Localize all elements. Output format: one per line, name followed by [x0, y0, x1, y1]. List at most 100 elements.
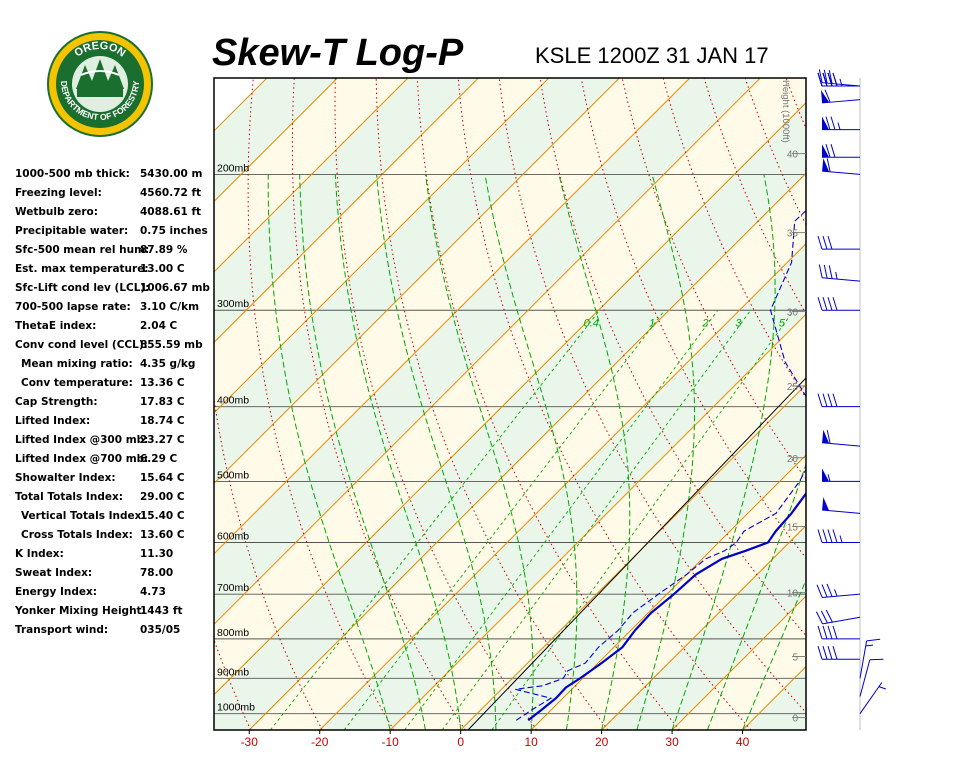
wind-barb-shaft — [822, 277, 861, 282]
wind-barb-full — [832, 625, 838, 640]
mixing-ratio-line — [270, 309, 601, 730]
index-label: Conv cond level (CCL): — [15, 339, 148, 351]
index-label: Conv temperature: — [21, 377, 133, 389]
x-tick-label: -20 — [311, 735, 329, 749]
wind-barb-full — [827, 625, 833, 640]
moist-adiabat — [299, 174, 426, 730]
index-value: 13.36 C — [140, 377, 185, 389]
index-value: 4560.72 ft — [140, 187, 202, 199]
wind-barb-flag — [822, 116, 829, 130]
index-value: 2.04 C — [140, 320, 178, 332]
wind-barb-half — [834, 589, 838, 597]
wind-barb-shaft — [822, 99, 861, 104]
wind-barb — [817, 529, 860, 543]
mixing-ratio-label: 5 — [779, 318, 786, 330]
wind-barb-full — [822, 529, 828, 543]
wind-barb-shaft — [822, 509, 861, 514]
height-axis: 0 5 10 15 20 25 30 35 40 Height (1000ft) — [780, 80, 806, 725]
wind-barb-full — [830, 116, 836, 130]
wind-barb-flag — [822, 468, 829, 482]
chart-title: Skew-T Log-P — [212, 32, 464, 74]
wind-barb-full — [825, 609, 833, 623]
wind-barb-full — [818, 69, 823, 83]
dry-adiabat — [334, 78, 538, 730]
plot-frame — [213, 77, 807, 731]
wind-barb-full — [816, 584, 823, 598]
dry-adiabat — [539, 78, 806, 637]
wind-barb-full — [832, 297, 838, 311]
height-tick-label: 0 — [792, 714, 798, 725]
isotherm-line — [389, 313, 806, 730]
wind-barb — [817, 646, 860, 660]
height-axis-label: Height (1000ft) — [780, 80, 791, 143]
wind-barb-full — [822, 236, 828, 250]
wind-barb-full — [817, 393, 823, 407]
isotherm-line — [214, 78, 338, 203]
wind-barb-full — [818, 264, 823, 278]
index-value: 5430.00 m — [140, 168, 203, 180]
index-value: 29.00 C — [140, 491, 185, 503]
wind-barb-full — [827, 529, 833, 543]
wind-barb-flag — [822, 158, 830, 172]
dry-adiabat — [827, 78, 960, 730]
wind-barb-half — [878, 686, 886, 690]
height-tick-label: 30 — [787, 307, 799, 318]
wind-barb-full — [822, 393, 828, 407]
wind-barb-full — [827, 236, 833, 250]
wind-barb-half — [839, 78, 843, 87]
moist-adiabat — [425, 174, 534, 730]
index-label: Yonker Mixing Height: — [15, 605, 146, 617]
index-value: 18.74 C — [140, 415, 185, 427]
index-value: 4.73 — [140, 586, 166, 598]
index-value: 1443 ft — [140, 605, 183, 617]
wind-barb-shaft — [859, 682, 883, 714]
index-label: Est. max temperature: — [15, 263, 149, 275]
wind-barb — [859, 658, 884, 697]
moist-adiabat — [636, 174, 695, 730]
wind-barb — [822, 497, 861, 514]
index-value: 17.83 C — [140, 396, 185, 408]
isotherm-line — [884, 78, 960, 730]
wind-barb-full — [817, 529, 823, 543]
mixing-ratio-lines — [270, 309, 795, 730]
height-tick-label: 10 — [787, 589, 799, 600]
reference-line — [467, 377, 806, 730]
index-value: 15.40 C — [140, 510, 185, 522]
wind-barb-full — [827, 393, 833, 407]
wind-barb-full — [828, 70, 833, 84]
wind-barb-half — [834, 78, 838, 87]
pressure-label: 900mb — [217, 666, 249, 678]
height-tick-label: 5 — [792, 652, 798, 663]
wind-barb-full — [828, 265, 833, 279]
index-label: Transport wind: — [15, 624, 109, 636]
index-value: 035/05 — [140, 624, 181, 636]
pressure-label: 500mb — [217, 469, 249, 481]
wind-barb — [822, 144, 860, 158]
wind-barb-shaft — [822, 82, 861, 87]
isotherm-line — [601, 524, 806, 730]
index-label: ThetaE index: — [15, 320, 97, 332]
wind-barb-full — [830, 144, 836, 158]
dewpoint-profile — [515, 209, 806, 721]
dry-adiabat — [375, 78, 609, 730]
isotherm-line — [214, 78, 620, 485]
dry-adiabat-lines — [214, 78, 960, 730]
wind-barb-half — [827, 474, 831, 482]
moist-adiabat — [267, 174, 391, 730]
wind-barb-shaft — [859, 640, 868, 679]
index-value: 4088.61 ft — [140, 206, 202, 218]
wind-barb-full — [825, 144, 831, 158]
pressure-label: 800mb — [217, 627, 249, 639]
wind-barb — [859, 682, 886, 714]
index-value: 4.35 g/kg — [140, 358, 196, 370]
mixing-ratio-label: 1 — [649, 318, 655, 330]
dry-adiabat — [785, 78, 806, 130]
wind-barb-full — [817, 236, 823, 250]
mixing-ratio-labels: 0.4 1 2 3 5 — [584, 318, 786, 330]
wind-barb — [822, 429, 861, 447]
index-label: Showalter Index: — [15, 472, 116, 484]
wind-barb-full — [820, 610, 828, 624]
x-axis-ticks: -30 -20 -10 0 10 20 30 40 — [241, 730, 750, 749]
index-label: Total Totals Index: — [15, 491, 123, 503]
index-value: 6.29 C — [140, 453, 178, 465]
